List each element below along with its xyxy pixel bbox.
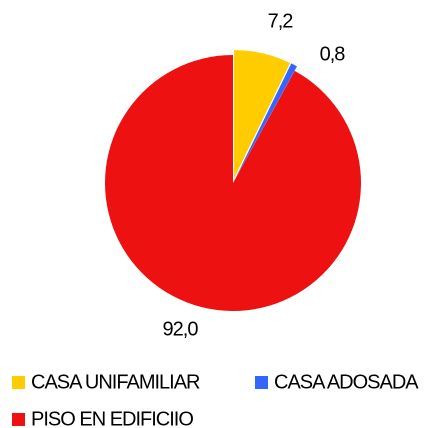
- data-label: 0,8: [320, 43, 346, 65]
- legend-label: CASA UNIFAMILIAR: [31, 371, 200, 393]
- legend-label: CASA ADOSADA: [274, 371, 419, 393]
- legend-swatch: [12, 376, 25, 389]
- legend-swatch: [12, 413, 25, 426]
- pie-slice: [234, 50, 291, 179]
- legend-label: PISO EN EDIFICIIO: [31, 408, 193, 428]
- data-label: 92,0: [163, 318, 199, 340]
- legend-swatch: [255, 376, 268, 389]
- pie-slice: [104, 55, 362, 311]
- data-label: 7,2: [268, 10, 294, 32]
- pie-slice: [235, 63, 297, 179]
